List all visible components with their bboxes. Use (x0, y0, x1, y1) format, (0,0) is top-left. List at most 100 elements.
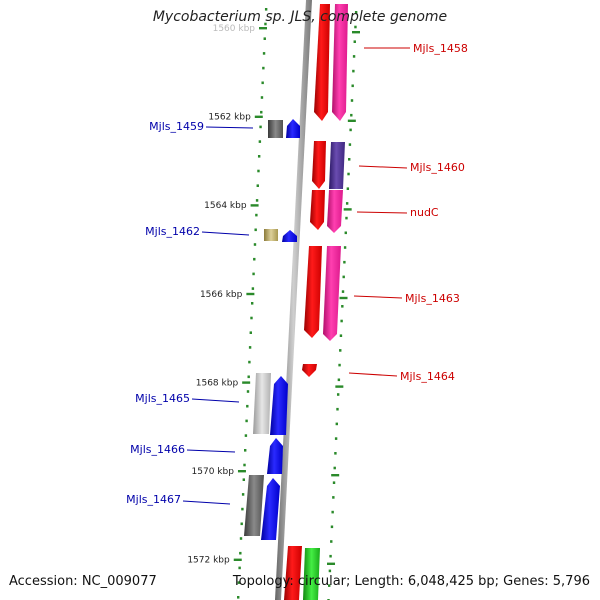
guide-dot-left (237, 581, 241, 584)
ruler-tick (237, 470, 246, 473)
guide-dot-right (330, 525, 334, 529)
guide-dot-left (258, 140, 262, 143)
guide-dot-left (259, 125, 262, 129)
gene-shape-mjls-1458-b[interactable] (332, 4, 348, 121)
guide-dot-right (327, 584, 331, 587)
gene-label-mjls-1466[interactable]: Mjls_1466 (130, 443, 185, 456)
guide-dot-left (248, 346, 252, 349)
gene-shape-mjls-1463-a[interactable] (304, 246, 322, 338)
gene-shape-mjls-1465[interactable] (270, 376, 288, 435)
guide-dot-right (346, 187, 350, 190)
ruler-tick-right (339, 296, 348, 300)
guide-dot-left (257, 169, 260, 173)
ruler-tick-right (343, 208, 352, 211)
gene-shape-bottom-green[interactable] (303, 548, 320, 600)
gene-shape-mjls-1460-b[interactable] (329, 142, 345, 189)
guide-dot-right (348, 143, 352, 146)
guide-dot-right (328, 569, 332, 573)
guide-dot-left (246, 390, 250, 393)
guide-dot-right (338, 363, 341, 367)
guide-dot-left (255, 199, 259, 202)
gene-label-mjls-1467[interactable]: Mjls_1467 (126, 493, 181, 506)
guide-dot-left (239, 551, 242, 555)
accession-text: Accession: NC_009077 (9, 574, 157, 589)
guide-dot-left (262, 66, 265, 70)
gene-label-mjls-1458[interactable]: Mjls_1458 (413, 42, 468, 55)
gene-shape-mjls-1459[interactable] (286, 119, 300, 138)
ruler-tick-label: 1560 kbp (213, 24, 256, 34)
gene-label-mjls-1462[interactable]: Mjls_1462 (145, 225, 200, 238)
guide-dot-left (244, 449, 247, 452)
guide-dot-left (260, 110, 263, 114)
guide-dot-left (262, 52, 266, 55)
guide-dot-right (334, 452, 337, 455)
ruler-tick-label: 1562 kbp (208, 113, 251, 123)
guide-dot-right (336, 393, 340, 396)
gene-label-mjls-1460[interactable]: Mjls_1460 (410, 161, 465, 174)
guide-dot-right (337, 378, 341, 382)
guide-dot-left (254, 228, 257, 232)
guide-dot-right (354, 25, 357, 29)
guide-dot-left (253, 257, 256, 261)
gene-shape-nudc-b[interactable] (327, 190, 343, 233)
ruler-tick (233, 558, 242, 561)
guide-dot-left (242, 478, 246, 481)
gene-label-nudc[interactable]: nudC (410, 206, 439, 219)
ruler-tick-label: 1570 kbp (192, 467, 235, 477)
ruler-tick-right (327, 562, 336, 565)
guide-dot-right (339, 349, 342, 352)
guide-dot-left (263, 37, 266, 40)
guide-dot-right (339, 334, 343, 337)
gene-label-mjls-1464[interactable]: Mjls_1464 (400, 370, 455, 383)
guide-dot-left (237, 596, 240, 599)
guide-dot-left (241, 493, 245, 496)
guide-dot-left (243, 463, 246, 467)
gene-label-mjls-1463[interactable]: Mjls_1463 (405, 292, 460, 305)
gene-shape-mjls-1463-b[interactable] (323, 246, 341, 341)
ruler-tick-label: 1572 kbp (187, 556, 230, 566)
guide-dot-left (251, 287, 255, 290)
guide-dot-left (256, 184, 259, 187)
ruler-tick (254, 115, 263, 118)
guide-dot-right (354, 11, 358, 14)
guide-dot-left (239, 537, 243, 540)
guide-dot-right (335, 422, 338, 426)
gene-shape-mjls-1467[interactable] (261, 478, 280, 540)
genome-axis (275, 0, 312, 600)
gene-shape-mjls-1462[interactable] (282, 230, 297, 242)
guide-dot-right (350, 99, 354, 102)
ruler-tick-right (347, 119, 356, 122)
guide-dot-left (241, 507, 244, 511)
ruler-tick (259, 27, 267, 30)
gene-label-mjls-1459[interactable]: Mjls_1459 (149, 120, 204, 133)
ruler-tick-label: 1564 kbp (204, 201, 247, 211)
guide-dot-right (348, 158, 351, 161)
guide-dot-left (245, 419, 248, 423)
gene-shape-mjls-1466[interactable] (267, 438, 283, 474)
guide-dot-right (341, 305, 344, 308)
gene-label-mjls-1465[interactable]: Mjls_1465 (135, 392, 190, 405)
gene-shape-bottom-red[interactable] (284, 546, 302, 600)
gene-shape-mjls-1458-a[interactable] (314, 4, 330, 121)
guide-dot-right (336, 407, 339, 411)
guide-dot-left (250, 302, 254, 305)
guide-dot-right (343, 246, 347, 249)
guide-dot-right (343, 260, 346, 264)
guide-dot-right (344, 231, 347, 235)
guide-dot-right (341, 290, 345, 293)
guide-dot-right (345, 216, 348, 220)
guide-dot-left (253, 243, 257, 246)
ruler-tick (250, 204, 259, 207)
guide-dot-left (252, 272, 255, 276)
guide-dot-right (333, 466, 336, 470)
gene-shape-mjls-1460-a[interactable] (312, 141, 326, 189)
forward-gene-labels: Mjls_1458 Mjls_1460 nudC Mjls_1463 Mjls_… (400, 42, 468, 383)
guide-dot-left (249, 331, 252, 334)
guide-dot-right (352, 69, 355, 73)
gene-shape-nudc-a[interactable] (310, 190, 325, 230)
guide-dot-right (353, 40, 356, 43)
gene-shape-mjls-1464[interactable] (302, 364, 317, 377)
guide-dot-right (334, 437, 338, 440)
ruler-tick (246, 292, 255, 296)
